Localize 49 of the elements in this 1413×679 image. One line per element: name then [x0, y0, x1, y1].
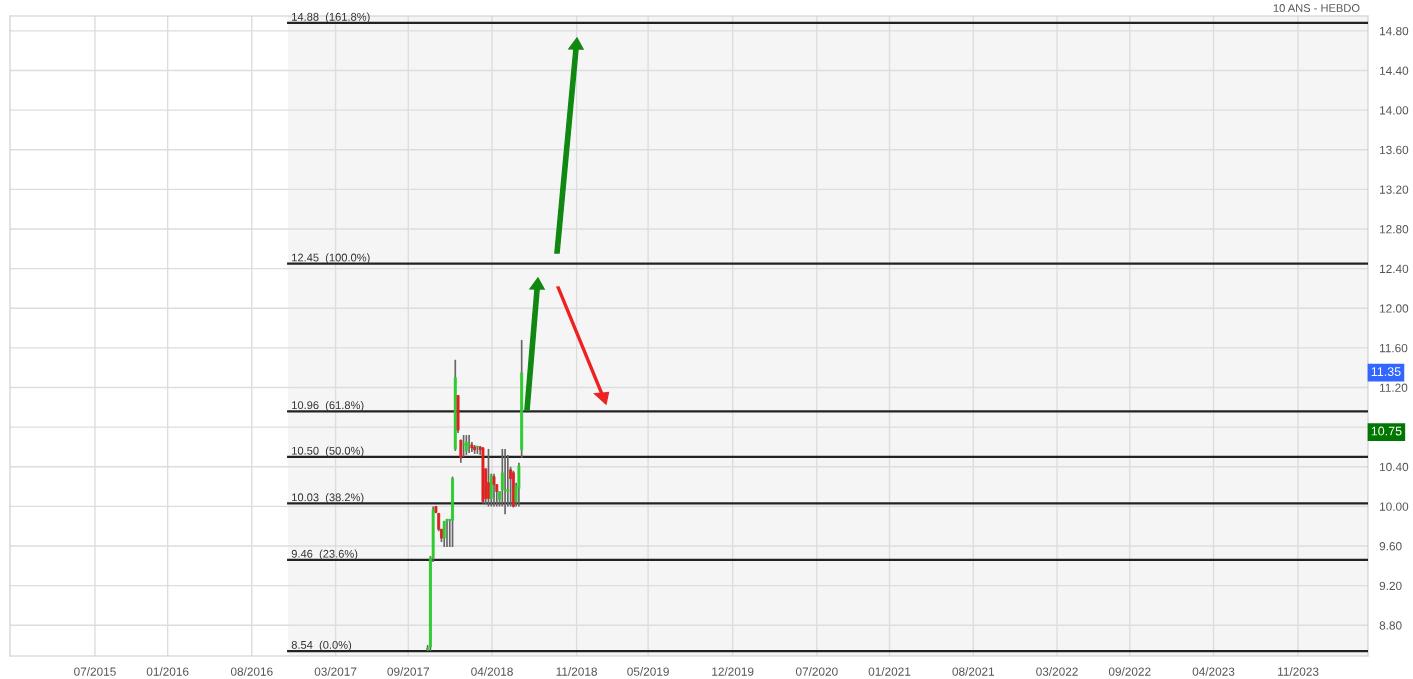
y-tick-label: 8.80	[1379, 621, 1402, 630]
candlestick	[517, 461, 521, 508]
ref-line-label: 10.50 (50.0%)	[292, 446, 364, 457]
y-tick-label: 10.40	[1380, 462, 1409, 472]
x-tick-label: 07/2020	[795, 667, 838, 676]
ref-line-label: 14.88 (161.8%)	[292, 12, 370, 23]
x-tick-label: 12/2019	[712, 667, 754, 676]
ref-line-label: 12.45 (100.0%)	[292, 253, 370, 264]
candlestick	[503, 448, 507, 516]
candlestick	[459, 439, 463, 464]
y-tick-label: 11.60	[1380, 343, 1408, 353]
x-tick-label: 04/2018	[471, 667, 513, 676]
y-tick-label: 11.20	[1380, 383, 1408, 392]
x-tick-label: 07/2015	[74, 667, 116, 676]
text: 10 ANS - HEBDO	[1273, 4, 1360, 12]
x-tick-label: 08/2021	[952, 667, 995, 676]
x-tick-label: 11/2023	[1278, 667, 1319, 676]
y-tick-label: 14.80	[1380, 26, 1409, 36]
ref-line-label: 8.54 (0.0%)	[291, 640, 352, 652]
candlestick	[445, 518, 449, 548]
ref-line-label: 10.96 (61.8%)	[292, 400, 364, 412]
y-tick-label: 14.00	[1380, 106, 1409, 115]
y-tick-label: 13.60	[1380, 145, 1409, 155]
y-tick-label: 9.20	[1379, 581, 1402, 591]
x-tick-label: 09/2017	[387, 667, 430, 676]
x-tick-label: 05/2019	[627, 667, 669, 676]
x-tick-label: 03/2017	[314, 667, 357, 676]
ref-line-label: 9.46 (23.6%)	[291, 549, 358, 560]
y-tick-label: 12.00	[1380, 304, 1409, 313]
candlestick	[442, 520, 446, 548]
x-tick-label: 01/2021	[868, 667, 911, 676]
y-tick-label: 12.80	[1380, 225, 1409, 234]
x-tick-label: 04/2023	[1192, 667, 1235, 676]
x-tick-label: 03/2022	[1036, 667, 1078, 676]
candlestick	[451, 475, 454, 548]
y-tick-label: 13.20	[1380, 185, 1409, 194]
y-tick-label: 10.00	[1380, 502, 1409, 511]
x-tick-label: 11/2018	[556, 667, 597, 676]
annotation: 10.75	[1371, 426, 1402, 436]
x-tick-label: 09/2022	[1108, 667, 1151, 676]
ref-line-label: 10.03 (38.2%)	[292, 493, 364, 504]
x-tick-label: 01/2016	[146, 667, 189, 676]
y-tick-label: 9.60	[1379, 542, 1402, 551]
candlestick	[487, 448, 490, 508]
y-tick-label: 12.40	[1380, 264, 1409, 274]
candlestick	[492, 472, 496, 508]
x-tick-label: 08/2016	[230, 667, 273, 676]
annotation: 11.35	[1371, 367, 1401, 377]
y-tick-label: 14.40	[1380, 66, 1409, 75]
